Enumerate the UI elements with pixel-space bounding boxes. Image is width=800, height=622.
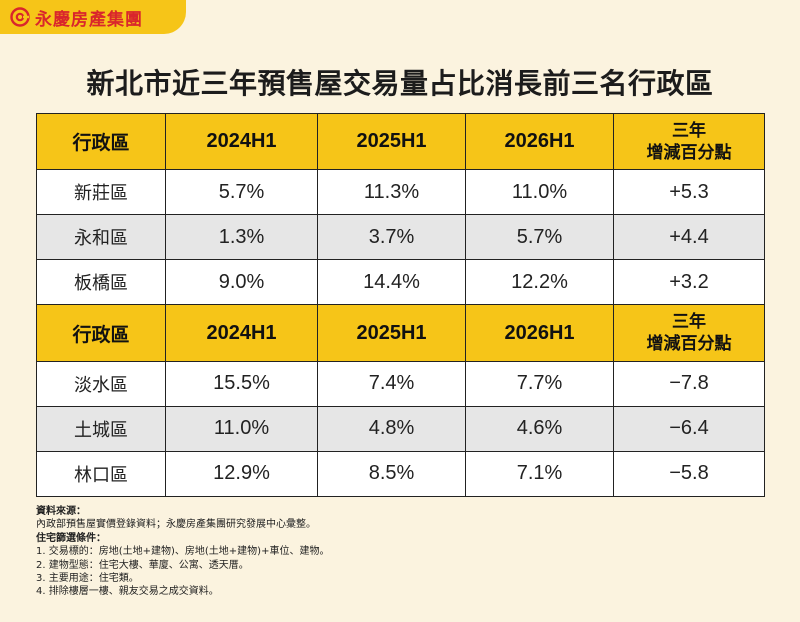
table-header-row: 行政區 2024H1 2025H1 2026H1 三年 增減百分點: [36, 112, 765, 171]
district-cell: 淡水區: [36, 360, 166, 407]
change-cell: −5.8: [613, 450, 765, 498]
data-table-container: 行政區 2024H1 2025H1 2026H1 三年 增減百分點 新莊區 5.…: [36, 112, 765, 498]
value-cell: 15.5%: [165, 360, 318, 407]
header-change-line2: 增減百分點: [646, 334, 732, 355]
brand-name: 永慶房產集團: [35, 9, 143, 30]
header-2025h1: 2025H1: [317, 112, 466, 171]
value-cell: 9.0%: [165, 259, 318, 306]
brand-logo-icon: [10, 7, 30, 27]
value-cell: 4.6%: [465, 405, 614, 452]
header-change-line1: 三年: [672, 312, 706, 333]
criteria-item: 4. 排除樓層一樓、親友交易之成交資料。: [36, 586, 219, 598]
value-cell: 7.1%: [465, 450, 614, 498]
criteria-item: 2. 建物型態：住宅大樓、華廈、公寓、透天厝。: [36, 559, 249, 571]
change-cell: +4.4: [613, 214, 765, 261]
value-cell: 7.4%: [317, 360, 466, 407]
district-cell: 板橋區: [36, 259, 166, 306]
table-row: 淡水區 15.5% 7.4% 7.7% −7.8: [36, 360, 765, 407]
district-cell: 新莊區: [36, 169, 166, 216]
change-cell: −7.8: [613, 360, 765, 407]
header-2026h1: 2026H1: [465, 304, 614, 362]
table-row: 林口區 12.9% 8.5% 7.1% −5.8: [36, 450, 765, 498]
table-row: 永和區 1.3% 3.7% 5.7% +4.4: [36, 214, 765, 261]
header-2025h1: 2025H1: [317, 304, 466, 362]
footnotes: 資料來源： 內政部預售屋實價登錄資料；永慶房產集團研究發展中心彙整。 住宅篩選條…: [36, 505, 764, 599]
district-cell: 林口區: [36, 450, 166, 498]
page-title: 新北市近三年預售屋交易量占比消長前三名行政區: [86, 67, 714, 100]
value-cell: 7.7%: [465, 360, 614, 407]
value-cell: 14.4%: [317, 259, 466, 306]
table-row: 新莊區 5.7% 11.3% 11.0% +5.3: [36, 169, 765, 216]
district-cell: 土城區: [36, 405, 166, 452]
change-cell: +5.3: [613, 169, 765, 216]
header-2024h1: 2024H1: [165, 304, 318, 362]
value-cell: 11.0%: [465, 169, 614, 216]
header-district: 行政區: [36, 304, 166, 362]
value-cell: 3.7%: [317, 214, 466, 261]
table-row: 板橋區 9.0% 14.4% 12.2% +3.2: [36, 259, 765, 306]
district-share-table: 行政區 2024H1 2025H1 2026H1 三年 增減百分點 新莊區 5.…: [36, 112, 765, 498]
header-change-line1: 三年: [672, 120, 706, 141]
district-cell: 永和區: [36, 214, 166, 261]
change-cell: −6.4: [613, 405, 765, 452]
table-row: 土城區 11.0% 4.8% 4.6% −6.4: [36, 405, 765, 452]
header-2024h1: 2024H1: [165, 112, 318, 171]
value-cell: 5.7%: [165, 169, 318, 216]
change-cell: +3.2: [613, 259, 765, 306]
criteria-item: 1. 交易標的：房地(土地+建物)、房地(土地+建物)+車位、建物。: [36, 546, 330, 558]
value-cell: 8.5%: [317, 450, 466, 498]
criteria-item: 3. 主要用途：住宅類。: [36, 573, 139, 585]
source-heading: 資料來源：: [36, 506, 86, 517]
value-cell: 12.9%: [165, 450, 318, 498]
value-cell: 11.3%: [317, 169, 466, 216]
value-cell: 11.0%: [165, 405, 318, 452]
value-cell: 5.7%: [465, 214, 614, 261]
value-cell: 12.2%: [465, 259, 614, 306]
header-change: 三年 增減百分點: [613, 112, 765, 171]
brand-banner: 永慶房產集團: [0, 0, 186, 34]
criteria-heading: 住宅篩選條件：: [36, 532, 106, 544]
value-cell: 4.8%: [317, 405, 466, 452]
header-change: 三年 增減百分點: [613, 304, 765, 362]
table-header-row: 行政區 2024H1 2025H1 2026H1 三年 增減百分點: [36, 304, 765, 362]
source-text: 內政部預售屋實價登錄資料；永慶房產集團研究發展中心彙整。: [36, 519, 316, 531]
header-2026h1: 2026H1: [465, 112, 614, 171]
value-cell: 1.3%: [165, 214, 318, 261]
header-change-line2: 增減百分點: [646, 142, 732, 163]
header-district: 行政區: [36, 112, 166, 171]
